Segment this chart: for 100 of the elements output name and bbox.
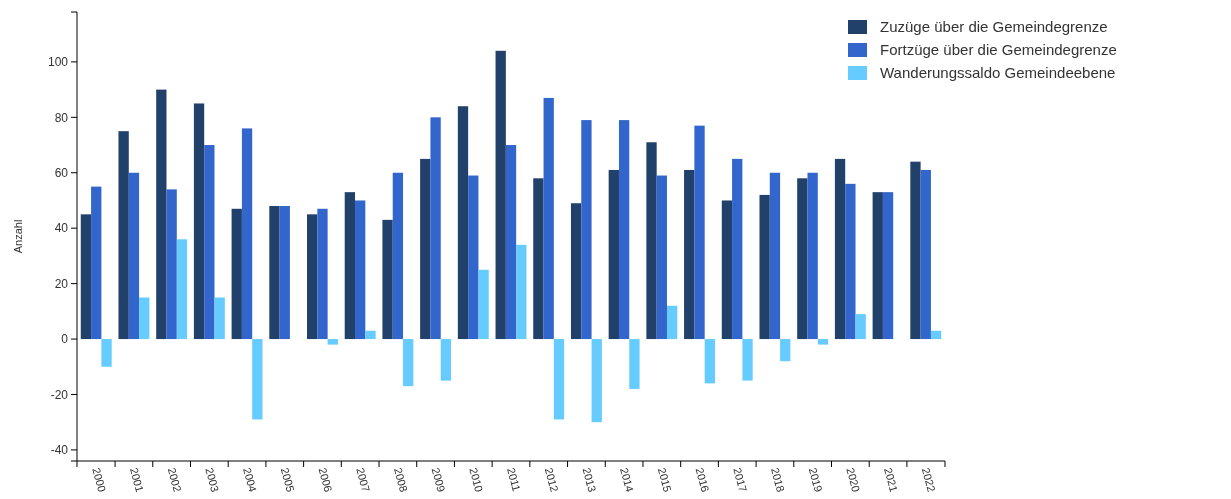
x-tick-label: 2013 — [580, 466, 599, 494]
x-tick-label: 2009 — [429, 466, 448, 494]
bar — [252, 339, 263, 420]
bar — [533, 178, 544, 340]
bar — [581, 120, 592, 340]
bar — [608, 169, 619, 340]
bar — [91, 186, 102, 340]
bar — [910, 161, 921, 340]
y-axis-title: Anzahl — [12, 219, 24, 254]
bar — [930, 330, 942, 340]
bar — [420, 158, 431, 340]
x-tick-label: 2020 — [844, 466, 863, 494]
bar — [797, 178, 808, 340]
bar — [629, 339, 640, 389]
bar — [457, 106, 469, 340]
bar — [101, 339, 112, 367]
y-tick-label: -40 — [50, 443, 69, 458]
bar — [704, 339, 715, 384]
bar — [430, 117, 441, 340]
x-tick-label: 2018 — [769, 466, 787, 494]
x-tick-label: 2004 — [241, 466, 260, 494]
y-tick-label: 80 — [54, 110, 69, 125]
bar — [759, 194, 770, 340]
x-tick-label: 2012 — [542, 466, 561, 494]
x-tick-label: 2015 — [655, 466, 674, 494]
bar — [920, 169, 931, 340]
bar — [355, 200, 366, 340]
bar — [516, 244, 527, 340]
bar — [478, 269, 489, 340]
bar — [392, 172, 404, 340]
y-tick-label: 100 — [47, 55, 69, 70]
bar — [780, 339, 791, 362]
x-tick-label: 2006 — [316, 466, 335, 494]
bar — [279, 206, 290, 340]
bar — [365, 330, 376, 340]
x-tick-label: 2011 — [505, 466, 523, 493]
bar — [543, 97, 554, 340]
bar — [193, 103, 205, 340]
bar — [166, 189, 177, 340]
bar — [327, 339, 338, 345]
bar — [176, 239, 188, 340]
legend-label: Fortzüge über die Gemeindegrenze — [880, 41, 1117, 59]
bar — [118, 131, 129, 340]
bar — [834, 158, 846, 340]
x-tick-label: 2003 — [203, 466, 222, 494]
bar — [721, 200, 733, 340]
x-tick-label: 2021 — [882, 466, 901, 494]
bar — [684, 169, 695, 340]
bar — [214, 297, 225, 340]
bar — [382, 219, 393, 340]
bar — [468, 175, 479, 340]
y-tick-label: 40 — [54, 221, 69, 236]
bar — [128, 172, 140, 340]
bar — [440, 339, 452, 381]
bar — [570, 203, 582, 340]
y-tick-label: 20 — [54, 276, 69, 291]
bar — [403, 339, 414, 387]
legend-label: Zuzüge über die Gemeindegrenze — [880, 18, 1108, 36]
bar — [231, 208, 242, 340]
bar — [307, 214, 318, 340]
bar — [269, 206, 280, 340]
bar — [855, 314, 866, 340]
bar — [204, 145, 215, 340]
x-tick-label: 2005 — [278, 466, 297, 494]
bar — [872, 192, 883, 340]
x-tick-label: 2014 — [618, 466, 637, 494]
x-tick-label: 2010 — [467, 466, 486, 494]
bar — [807, 172, 818, 340]
bar — [694, 125, 705, 340]
bar — [317, 208, 328, 340]
bar — [139, 297, 150, 340]
bar — [742, 339, 753, 381]
bar — [495, 50, 506, 340]
bar — [241, 128, 253, 340]
x-tick-label: 2019 — [806, 466, 825, 494]
x-tick-label: 2002 — [165, 466, 184, 494]
bar — [646, 142, 657, 340]
bar — [882, 192, 894, 340]
bar — [769, 172, 781, 340]
legend-label: Wanderungssaldo Gemeindeebene — [880, 64, 1116, 82]
bar — [817, 339, 829, 345]
bar — [505, 145, 517, 340]
bar — [845, 183, 856, 340]
x-tick-label: 2007 — [354, 466, 373, 494]
bar — [666, 305, 678, 340]
y-tick-label: 0 — [61, 332, 69, 347]
bar — [591, 339, 602, 423]
bar — [656, 175, 667, 340]
bar — [553, 339, 565, 420]
bar — [80, 214, 92, 340]
y-tick-label: -20 — [50, 387, 69, 402]
x-tick-label: 2008 — [391, 466, 410, 494]
y-tick-label: 60 — [54, 165, 69, 180]
bar — [732, 158, 743, 340]
x-tick-label: 2017 — [731, 466, 750, 494]
bar — [344, 192, 356, 340]
bar — [618, 120, 630, 340]
bar — [156, 89, 167, 340]
x-tick-label: 2016 — [693, 466, 712, 494]
x-tick-label: 2022 — [919, 466, 938, 494]
